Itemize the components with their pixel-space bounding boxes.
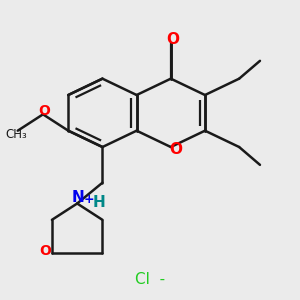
Text: H: H [93,195,106,210]
Text: Cl  -: Cl - [135,272,165,287]
Text: CH₃: CH₃ [5,128,27,141]
Text: +: + [84,194,94,206]
Text: O: O [39,244,51,258]
Text: O: O [170,142,183,157]
Text: O: O [38,104,50,118]
Text: N: N [72,190,85,205]
Text: O: O [166,32,179,47]
